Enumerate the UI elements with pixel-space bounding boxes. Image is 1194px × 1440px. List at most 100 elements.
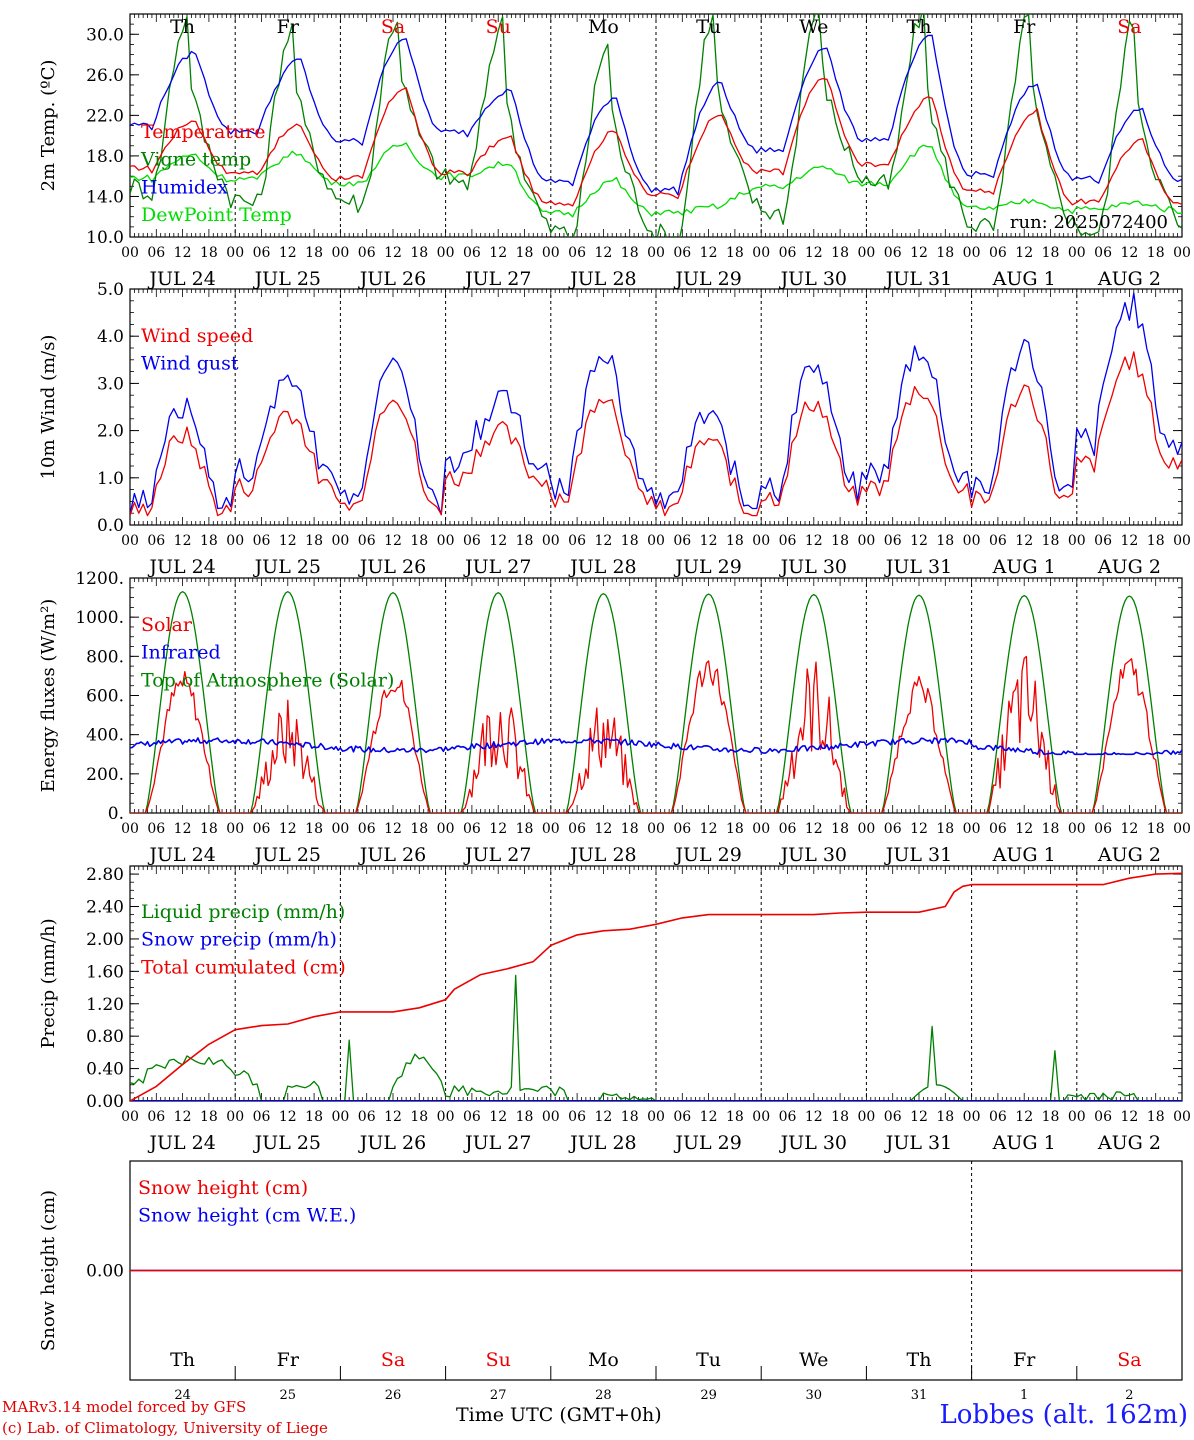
day-of-week-label: Th [170, 16, 195, 38]
hour-tick-label: 00 [1173, 821, 1191, 837]
y-tick-label: 5.0 [97, 280, 124, 300]
hour-tick-label: 00 [752, 533, 770, 549]
panel-energy: 00 06 12 18 00 06 12 18 00 06 12 18 00 06 12 18 00 06 12 18… [38, 569, 1191, 866]
legend-entry: Top of Atmosphere (Solar) [141, 669, 394, 691]
series-line-infrared [130, 737, 1182, 756]
hour-tick-label: 06 [779, 533, 797, 549]
day-number-label: 24 [174, 1388, 191, 1403]
hour-tick-label: 18 [1147, 1109, 1165, 1125]
date-label: JUL 26 [358, 268, 426, 290]
day-of-week-label: Th [907, 16, 932, 38]
hour-tick-label: 06 [358, 1109, 376, 1125]
y-tick-label: 1.0 [97, 469, 124, 489]
day-number-label: 1 [1020, 1388, 1028, 1403]
hour-tick-label: 12 [384, 245, 402, 261]
hour-tick-label: 06 [358, 245, 376, 261]
y-axis-title: 10m Wind (m/s) [38, 335, 59, 480]
day-of-week-label: Tu [696, 16, 721, 38]
hour-tick-label: 18 [831, 821, 849, 837]
hour-tick-label: 00 [752, 821, 770, 837]
series-line-toa-solar [130, 591, 1182, 813]
y-tick-label: 200. [86, 765, 124, 785]
panel-wind: 00 06 12 18 00 06 12 18 00 06 12 18 00 06 12 18 00 06 12 18… [38, 280, 1191, 578]
hour-tick-label: 00 [963, 1109, 981, 1125]
date-label: JUL 30 [779, 268, 847, 290]
legend-entry: Snow precip (mm/h) [141, 929, 337, 951]
hour-tick-label: 00 [331, 821, 349, 837]
hour-tick-label: 06 [463, 1109, 481, 1125]
date-label: JUL 29 [673, 268, 741, 290]
hour-tick-label: 12 [489, 821, 507, 837]
date-label: JUL 26 [358, 1132, 426, 1154]
day-of-week-label: Th [170, 1349, 195, 1371]
hour-tick-label: 06 [884, 245, 902, 261]
legend-entry: Snow height (cm) [138, 1177, 308, 1199]
model-credit: MARv3.14 model forced by GFS [2, 1398, 247, 1416]
hour-tick-label: 00 [963, 821, 981, 837]
hour-tick-label: 00 [437, 1109, 455, 1125]
hour-tick-label: 00 [121, 245, 139, 261]
hour-tick-label: 18 [621, 533, 639, 549]
hour-tick-label: 12 [174, 821, 192, 837]
hour-tick-label: 00 [647, 1109, 665, 1125]
hour-tick-label: 18 [200, 533, 218, 549]
date-label: JUL 28 [568, 268, 636, 290]
hour-tick-label: 00 [121, 1109, 139, 1125]
hour-tick-label: 00 [1068, 821, 1086, 837]
day-of-week-label: Th [907, 1349, 932, 1371]
date-label: AUG 1 [992, 1132, 1056, 1154]
hour-tick-label: 18 [936, 245, 954, 261]
date-label: JUL 24 [147, 844, 215, 866]
legend-entry: Wind speed [141, 325, 253, 347]
y-tick-label: 1000. [75, 608, 124, 628]
hour-tick-label: 12 [805, 245, 823, 261]
hour-tick-label: 18 [200, 245, 218, 261]
date-label: AUG 1 [992, 844, 1056, 866]
y-axis-title: 2m Temp. (ºC) [38, 60, 59, 192]
hour-tick-label: 12 [700, 533, 718, 549]
hour-tick-label: 00 [1173, 533, 1191, 549]
hour-tick-label: 00 [647, 245, 665, 261]
hour-tick-label: 12 [1015, 245, 1033, 261]
hour-tick-label: 06 [673, 1109, 691, 1125]
hour-tick-label: 12 [174, 245, 192, 261]
date-label: JUL 25 [253, 844, 321, 866]
hour-tick-label: 00 [542, 1109, 560, 1125]
series-line-solar [130, 655, 1182, 813]
y-tick-label: 4.0 [97, 327, 124, 347]
hour-tick-label: 18 [936, 821, 954, 837]
hour-tick-label: 18 [1147, 821, 1165, 837]
hour-tick-label: 18 [831, 533, 849, 549]
hour-tick-label: 12 [489, 1109, 507, 1125]
run-annotation: run: 2025072400 [1010, 212, 1168, 233]
hour-tick-label: 06 [884, 1109, 902, 1125]
hour-tick-label: 12 [700, 1109, 718, 1125]
series-line-wind-gust [130, 292, 1182, 516]
y-tick-label: 14.0 [86, 187, 124, 207]
hour-tick-label: 18 [516, 1109, 534, 1125]
day-of-week-label: Su [486, 1349, 511, 1371]
date-label: AUG 1 [992, 556, 1056, 578]
hour-tick-label: 00 [226, 1109, 244, 1125]
hour-tick-label: 12 [489, 245, 507, 261]
hour-tick-label: 00 [226, 821, 244, 837]
hour-tick-label: 12 [594, 821, 612, 837]
hour-tick-label: 00 [857, 1109, 875, 1125]
hour-tick-label: 18 [305, 533, 323, 549]
hour-tick-label: 18 [1147, 533, 1165, 549]
y-tick-label: 10.0 [86, 228, 124, 248]
hour-tick-label: 00 [542, 533, 560, 549]
hour-tick-label: 12 [174, 533, 192, 549]
legend-entry: DewPoint Temp [141, 204, 292, 226]
day-number-label: 27 [490, 1388, 507, 1403]
day-of-week-label: Mo [588, 16, 619, 38]
hour-tick-label: 12 [1015, 533, 1033, 549]
date-label: JUL 24 [147, 556, 215, 578]
date-label: AUG 2 [1097, 268, 1161, 290]
hour-tick-label: 18 [831, 245, 849, 261]
legend-entry: Wind gust [141, 353, 239, 375]
y-tick-label: 22.0 [86, 106, 124, 126]
date-label: JUL 28 [568, 844, 636, 866]
hour-tick-label: 00 [437, 821, 455, 837]
day-of-week-label: We [799, 1349, 828, 1371]
